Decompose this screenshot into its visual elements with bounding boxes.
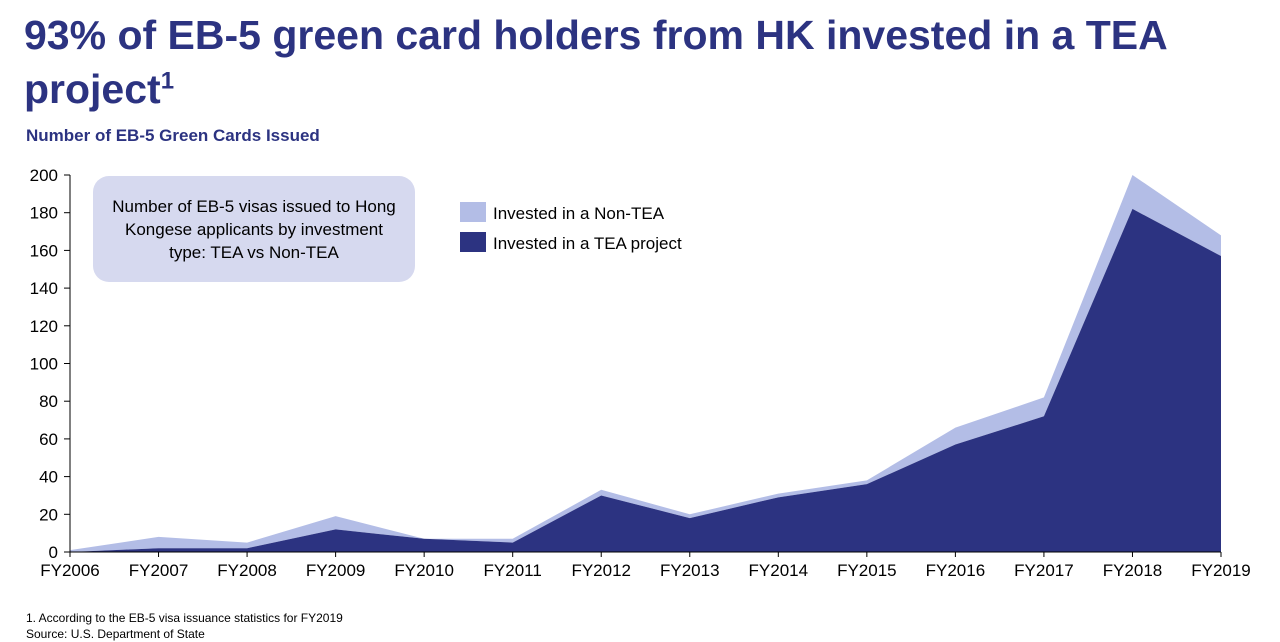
chart-note-text: Number of EB-5 visas issued to Hong Kong… — [112, 196, 396, 262]
x-tick-label: FY2017 — [1014, 561, 1074, 580]
x-tick-label: FY2011 — [484, 561, 542, 580]
x-tick-label: FY2018 — [1103, 561, 1163, 580]
x-tick-label: FY2019 — [1191, 561, 1251, 580]
y-tick-label: 120 — [30, 317, 58, 336]
x-tick-label: FY2015 — [837, 561, 897, 580]
y-tick-label: 40 — [39, 468, 58, 487]
legend-swatch — [460, 232, 486, 252]
x-tick-label: FY2010 — [394, 561, 454, 580]
chart-title: 93% of EB-5 green card holders from HK i… — [24, 8, 1264, 116]
chart-title-text: 93% of EB-5 green card holders from HK i… — [24, 12, 1167, 112]
y-tick-label: 160 — [30, 241, 58, 260]
title-footnote-marker: 1 — [160, 67, 175, 95]
y-tick-label: 0 — [49, 543, 58, 562]
footnote-1: 1. According to the EB-5 visa issuance s… — [26, 611, 343, 625]
y-tick-label: 180 — [30, 204, 58, 223]
legend-label: Invested in a Non-TEA — [493, 204, 665, 223]
x-tick-label: FY2016 — [926, 561, 986, 580]
y-tick-label: 60 — [39, 430, 58, 449]
area-series-tea — [70, 208, 1221, 552]
x-tick-label: FY2013 — [660, 561, 720, 580]
legend-swatch — [460, 202, 486, 222]
x-tick-label: FY2007 — [129, 561, 189, 580]
x-tick-label: FY2008 — [217, 561, 277, 580]
y-tick-label: 140 — [30, 279, 58, 298]
legend-label: Invested in a TEA project — [493, 234, 682, 253]
x-tick-label: FY2006 — [40, 561, 100, 580]
x-tick-label: FY2009 — [306, 561, 366, 580]
y-tick-label: 20 — [39, 505, 58, 524]
x-tick-label: FY2012 — [571, 561, 631, 580]
y-tick-label: 200 — [30, 166, 58, 185]
chart-subtitle: Number of EB-5 Green Cards Issued — [26, 126, 320, 145]
y-tick-label: 80 — [39, 392, 58, 411]
x-tick-label: FY2014 — [749, 561, 809, 580]
source-note: Source: U.S. Department of State — [26, 627, 205, 641]
y-tick-label: 100 — [30, 355, 58, 374]
chart-note-box: Number of EB-5 visas issued to Hong Kong… — [93, 176, 415, 282]
